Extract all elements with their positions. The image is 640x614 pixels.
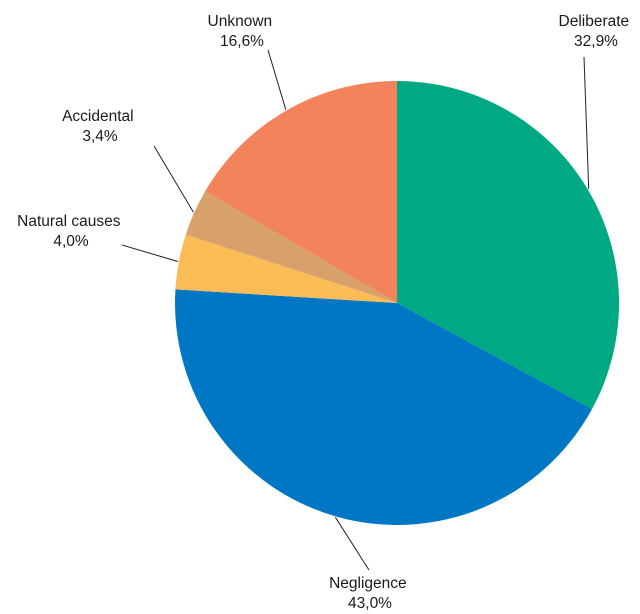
slice-negligence bbox=[175, 289, 592, 525]
label-unknown-name: Unknown bbox=[208, 13, 273, 30]
leader-deliberate bbox=[583, 56, 590, 190]
pie-slices bbox=[175, 80, 620, 525]
slice-unknown bbox=[205, 80, 397, 303]
leader-lines bbox=[121, 49, 590, 571]
label-natural-causes-name: Natural causes bbox=[17, 213, 121, 230]
label-negligence-name: Negligence bbox=[329, 575, 407, 592]
label-natural-causes: Natural causes 4,0% bbox=[17, 213, 125, 250]
label-negligence-value: 43,0% bbox=[348, 595, 392, 612]
leader-accidental bbox=[153, 145, 194, 213]
label-unknown: Unknown 16,6% bbox=[208, 13, 277, 50]
leader-negligence bbox=[334, 517, 370, 571]
label-unknown-value: 16,6% bbox=[220, 33, 264, 50]
label-accidental: Accidental 3,4% bbox=[62, 108, 138, 145]
label-accidental-name: Accidental bbox=[62, 108, 134, 125]
slice-deliberate bbox=[397, 81, 620, 410]
leader-unknown bbox=[267, 49, 287, 110]
label-accidental-value: 3,4% bbox=[82, 128, 118, 145]
label-deliberate: Deliberate 32,9% bbox=[559, 13, 634, 50]
slice-natural-causes bbox=[175, 234, 397, 303]
leader-natural-causes bbox=[121, 244, 179, 262]
label-negligence: Negligence 43,0% bbox=[329, 575, 411, 612]
slice-accidental bbox=[185, 191, 397, 303]
label-deliberate-value: 32,9% bbox=[574, 33, 618, 50]
label-natural-causes-value: 4,0% bbox=[53, 233, 89, 250]
label-deliberate-name: Deliberate bbox=[559, 13, 630, 30]
